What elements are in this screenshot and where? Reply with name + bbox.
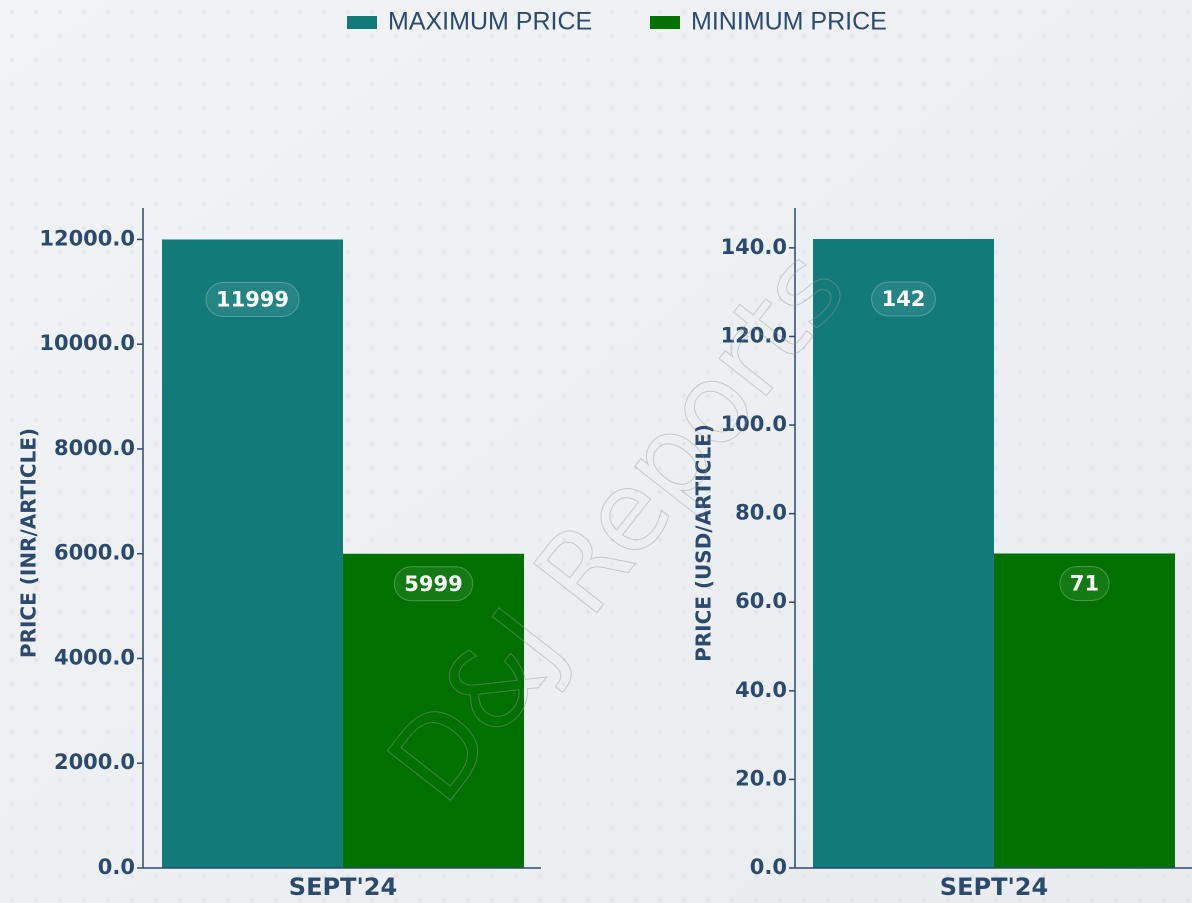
bar xyxy=(343,553,524,868)
y-tick-label: 10000.0 xyxy=(39,331,135,355)
data-label-box xyxy=(1059,566,1110,602)
y-tick-label: 4000.0 xyxy=(54,645,135,669)
data-label-box xyxy=(871,281,936,317)
legend-label: MINIMUM PRICE xyxy=(691,8,887,36)
y-tick-label: 40.0 xyxy=(735,678,787,702)
data-label-box xyxy=(205,281,300,317)
y-tick-label: 0.0 xyxy=(750,855,787,879)
bar xyxy=(994,553,1175,868)
bar xyxy=(162,239,343,868)
data-label: 5999 xyxy=(404,572,462,596)
y-tick-label: 80.0 xyxy=(735,501,787,525)
x-tick-label: SEPT'24 xyxy=(289,873,397,901)
data-label: 11999 xyxy=(216,287,289,311)
y-axis-label: PRICE (INR/ARTICLE) xyxy=(17,428,41,658)
data-label: 142 xyxy=(882,287,926,311)
y-tick-label: 60.0 xyxy=(735,589,787,613)
y-tick-label: 8000.0 xyxy=(54,436,135,460)
data-label: 71 xyxy=(1070,572,1099,596)
y-axis-label: PRICE (USD/ARTICLE) xyxy=(692,424,716,662)
y-tick-label: 6000.0 xyxy=(54,541,135,565)
y-tick-label: 140.0 xyxy=(721,235,787,259)
y-tick-label: 12000.0 xyxy=(39,226,135,250)
data-label-box xyxy=(393,566,474,602)
legend-swatch xyxy=(347,16,377,29)
x-tick-label: SEPT'24 xyxy=(940,873,1048,901)
plots: PRICE (INR/ARTICLE) 11999 5999 SEPT'24 0.0 20… xyxy=(17,208,1192,901)
legend-swatch xyxy=(650,16,680,29)
bar xyxy=(813,239,994,868)
y-tick-label: 20.0 xyxy=(735,766,787,790)
legend-label: MAXIMUM PRICE xyxy=(388,8,592,36)
y-tick-label: 120.0 xyxy=(721,323,787,347)
y-tick-label: 100.0 xyxy=(721,412,787,436)
y-tick-label: 0.0 xyxy=(98,855,135,879)
y-tick-label: 2000.0 xyxy=(54,750,135,774)
